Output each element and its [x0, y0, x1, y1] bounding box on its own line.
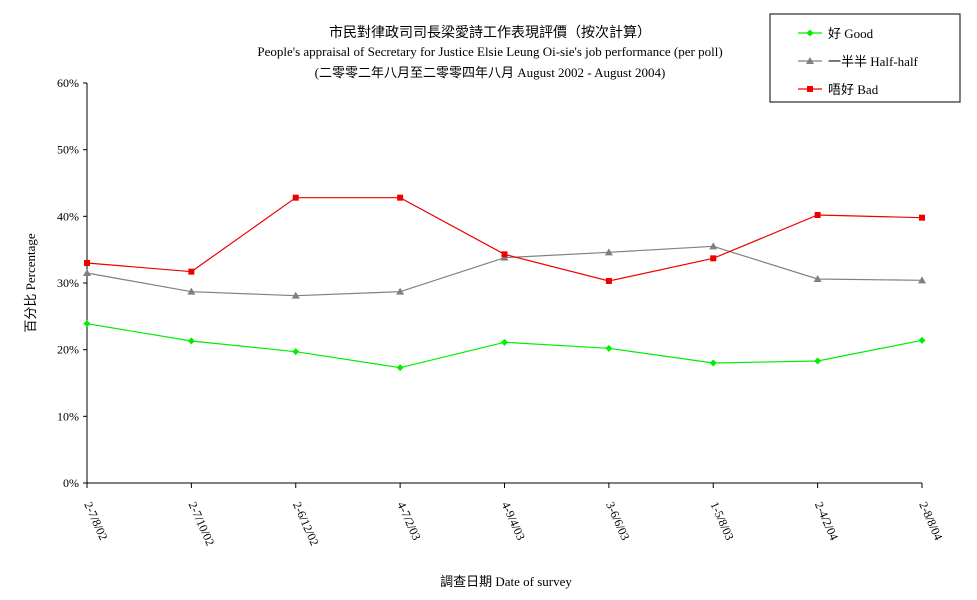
data-point [918, 336, 926, 344]
chart-subtitle: People's appraisal of Secretary for Just… [257, 44, 722, 59]
legend-box [769, 13, 961, 103]
data-point [919, 214, 925, 221]
x-tick-label: 3-6/6/03 [603, 500, 632, 543]
data-point [709, 359, 717, 367]
legend-marker [807, 86, 813, 92]
data-point [501, 251, 508, 258]
x-axis-label: 調查日期 Date of survey [440, 574, 572, 589]
series-layer [83, 194, 926, 372]
data-point [918, 276, 926, 284]
data-point [814, 357, 822, 365]
data-point [84, 260, 90, 266]
data-point [501, 338, 508, 346]
y-tick-label: 50% [57, 143, 79, 157]
x-tick-label: 2-6/12/02 [290, 500, 322, 548]
x-tick-label: 2-7/8/02 [81, 500, 110, 543]
legend-label: 一半半 Half-half [828, 54, 919, 69]
data-point [709, 242, 718, 250]
chart-subtitle-period: (二零零二年八月至二零零四年八月 August 2002 - August 20… [315, 65, 666, 80]
x-tick-label: 2-7/10/02 [186, 500, 218, 548]
data-point [292, 194, 299, 201]
data-point [396, 364, 404, 372]
axes: 0% 10% 20% 30% 40% 50% 60% 2-7/8/02 2-7/10/02 2-6… [57, 76, 946, 548]
data-point [83, 320, 91, 328]
legend-label: 好 Good [828, 26, 874, 41]
data-point [397, 194, 404, 201]
y-tick-label: 20% [57, 343, 79, 357]
data-point [604, 248, 613, 256]
y-tick-label: 40% [57, 209, 79, 223]
y-tick-label: 10% [57, 409, 79, 423]
legend-label: 唔好 Bad [828, 82, 879, 97]
legend: 好 Good 一半半 Half-half 唔好 Bad [769, 13, 961, 103]
series-2 [84, 194, 925, 284]
data-point [83, 269, 91, 276]
data-point [605, 278, 612, 284]
chart-title: 市民對律政司司長梁愛詩工作表現評價（按次計算） [329, 24, 651, 41]
data-point [187, 287, 196, 295]
series-1 [83, 242, 926, 299]
x-tick-label: 4-7/2/03 [394, 500, 423, 543]
series-0 [83, 320, 926, 372]
y-axis-label: 百分比 Percentage [23, 233, 38, 333]
data-point [188, 268, 195, 275]
legend-marker [806, 57, 814, 64]
x-tick-label: 4-9/4/03 [499, 500, 528, 543]
data-point [814, 212, 821, 218]
data-point [813, 275, 822, 282]
data-point [710, 255, 717, 262]
data-point [605, 344, 613, 352]
y-tick-label: 0% [63, 476, 79, 490]
data-point [187, 337, 195, 345]
series-line [86, 197, 923, 282]
y-tick-label: 60% [57, 76, 79, 90]
data-point [396, 287, 405, 295]
x-tick-label: 2-4/2/04 [812, 500, 841, 543]
legend-marker [806, 29, 814, 37]
x-tick-label: 2-8/8/04 [916, 500, 945, 543]
y-tick-label: 30% [57, 276, 79, 290]
x-tick-label: 1-5/8/03 [708, 500, 737, 543]
data-point [292, 348, 300, 356]
data-point [291, 291, 300, 299]
